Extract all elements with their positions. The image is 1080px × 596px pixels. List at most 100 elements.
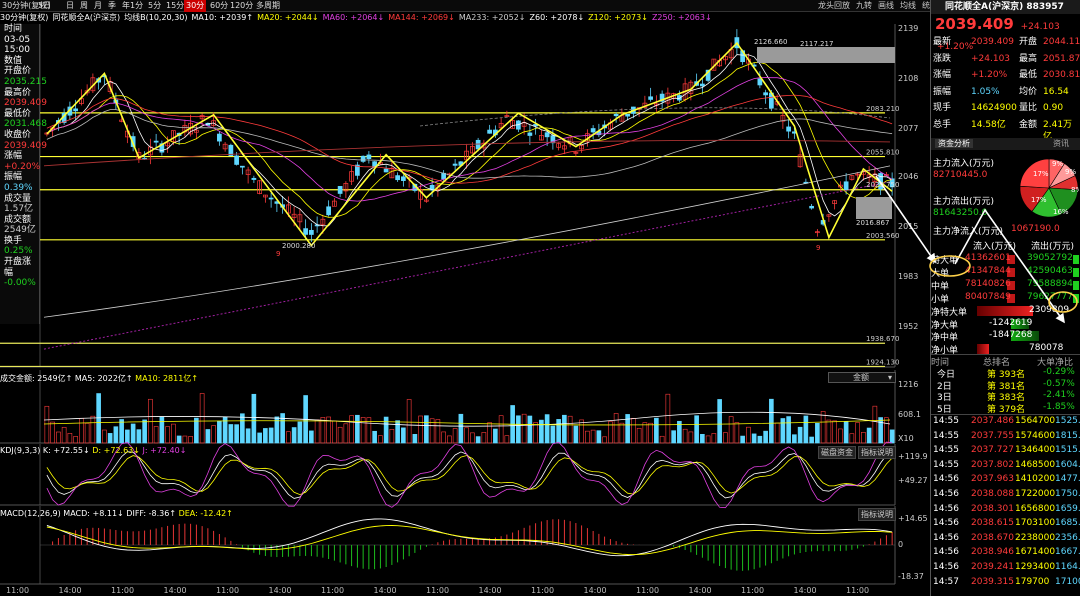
candle-body xyxy=(395,175,400,181)
macd-dea-line xyxy=(46,525,893,556)
flow-out-value: 79627777 xyxy=(1027,292,1073,302)
rank-position: 第 379名 xyxy=(987,404,1026,415)
info-label: 成交额 xyxy=(4,214,32,225)
volume-bar xyxy=(291,427,297,444)
period-button[interactable]: 15分 xyxy=(166,1,185,10)
toolbar-tool[interactable]: 龙头回放 xyxy=(818,1,850,10)
candle-body xyxy=(217,133,222,142)
period-button[interactable]: 周 xyxy=(80,1,88,10)
volume-bar xyxy=(596,430,602,444)
kdj-j-line xyxy=(46,441,893,509)
tab-news[interactable]: 资讯 xyxy=(1053,139,1069,148)
info-value: 2549亿 xyxy=(4,225,36,236)
price-axis-tick: 2077 xyxy=(898,124,919,133)
candle-body xyxy=(556,143,561,148)
tick-price: 2037.755 xyxy=(971,430,1014,441)
net-flow-value: 2309809 xyxy=(1029,305,1070,315)
stock-name: 同花顺全A(沪深京) xyxy=(52,13,121,22)
volume-bar xyxy=(234,424,239,444)
chart-canvas[interactable]: 2083.210 2055.810 2003.560 1938.670 1924.130… xyxy=(0,0,930,596)
tick-amount: 1164. xyxy=(1055,562,1080,572)
kdj-capital-button[interactable]: 磁盘资金 xyxy=(818,446,856,459)
rank-ratio: -1.85% xyxy=(1043,401,1075,412)
volume-bar xyxy=(705,435,711,444)
volume-bar xyxy=(579,419,584,444)
ma-value: MA20: +2044↓ xyxy=(257,13,319,22)
period-button[interactable]: 年 xyxy=(122,1,130,10)
flow-in-value: 78140826 xyxy=(965,279,1011,289)
quote-stat-row: 现手 14624900 量比 0.90 xyxy=(931,102,1080,114)
kdj-d-line xyxy=(46,455,893,496)
kdj-axis-tick: +49.27 xyxy=(898,476,928,485)
period-button[interactable]: 30分钟(复权) xyxy=(2,1,51,10)
toolbar-tool[interactable]: 统 xyxy=(922,1,930,10)
volume-bar xyxy=(464,427,469,444)
candle-body xyxy=(780,115,786,122)
tick-volume: 1671400 xyxy=(1015,547,1056,558)
period-button[interactable]: 60分 xyxy=(210,1,229,10)
candle-body xyxy=(579,145,584,150)
period-button[interactable]: 5日 xyxy=(38,1,52,10)
period-button[interactable]: 日 xyxy=(66,1,74,10)
volume-bar xyxy=(274,416,280,444)
time-value: 15:00 xyxy=(4,45,30,56)
price-header: 2039.409 +24.103 +1.20% xyxy=(931,14,1080,52)
main-inflow-label: 主力流入(万元) xyxy=(933,159,995,169)
tick-time: 14:56 xyxy=(933,503,959,514)
volume-bar xyxy=(73,436,78,444)
volume-bar xyxy=(211,425,216,444)
main-outflow-value: 81643250.0 xyxy=(933,208,988,218)
info-label: 换手 xyxy=(4,235,23,246)
volume-bar xyxy=(786,416,791,444)
ma-label: 均线B(10,20,30) xyxy=(124,13,188,22)
toolbar-tool[interactable]: 均线 xyxy=(900,1,916,10)
period-button[interactable]: 月 xyxy=(94,1,102,10)
tick-volume: 1574600 xyxy=(1015,430,1056,441)
volume-axis-tick: 608.1 xyxy=(898,410,921,419)
period-button[interactable]: 30分 xyxy=(184,0,207,12)
toolbar-tool[interactable]: 画线 xyxy=(878,1,894,10)
candle-body xyxy=(360,155,366,162)
candle-body xyxy=(366,154,372,159)
volume-bar xyxy=(746,426,751,444)
volume-bar xyxy=(757,435,763,444)
volume-bar xyxy=(608,421,613,444)
kdj-axis-tick: +119.9 xyxy=(898,452,928,461)
volume-bar xyxy=(61,426,67,444)
volume-bar xyxy=(257,432,262,444)
flow-out-bar xyxy=(1073,268,1079,277)
volume-bar xyxy=(797,426,803,444)
volume-bar xyxy=(268,427,274,444)
ma-line xyxy=(46,77,893,202)
macd-help-button[interactable]: 指标说明 xyxy=(858,508,896,521)
volume-metric-dropdown[interactable]: 金额 ▾ xyxy=(828,372,896,383)
volume-bar xyxy=(199,393,205,444)
volume-bar xyxy=(79,418,84,444)
ma-indicator-line: 30分钟(复权) 同花顺全A(沪深京) 均线B(10,20,30) MA10: +20… xyxy=(0,12,930,23)
period-button[interactable]: 多周期 xyxy=(256,1,280,10)
tick-time: 14:56 xyxy=(933,547,959,558)
tab-capital-analysis[interactable]: 资金分析 xyxy=(935,139,973,148)
period-button[interactable]: 120分 xyxy=(230,1,254,10)
net-flow-value: -1242619 xyxy=(989,317,1033,328)
rank-position: 第 381名 xyxy=(987,381,1026,392)
period-button[interactable]: 1分 xyxy=(130,1,144,10)
volume-bar xyxy=(245,428,251,444)
candle-body xyxy=(326,206,331,216)
period-button[interactable]: 季 xyxy=(108,1,116,10)
flow-in-header: 流入(万元) xyxy=(973,242,1017,252)
volume-bar xyxy=(372,430,377,444)
price-axis-tick: 1983 xyxy=(898,272,919,281)
stat-value: 2030.81 xyxy=(1043,70,1080,80)
volume-bar xyxy=(263,428,268,444)
flow-out-header: 流出(万元) xyxy=(1031,242,1075,252)
candle-body xyxy=(153,140,159,143)
toolbar-tool[interactable]: 九转 xyxy=(856,1,872,10)
kdj-help-button[interactable]: 指标说明 xyxy=(858,446,896,459)
period-button[interactable]: 5分 xyxy=(148,1,162,10)
volume-bar xyxy=(217,420,222,444)
volume-bar xyxy=(516,415,521,444)
pie-label: 8% xyxy=(1071,186,1079,194)
rank-period: 5日 xyxy=(937,404,952,415)
candle-body xyxy=(590,128,596,133)
